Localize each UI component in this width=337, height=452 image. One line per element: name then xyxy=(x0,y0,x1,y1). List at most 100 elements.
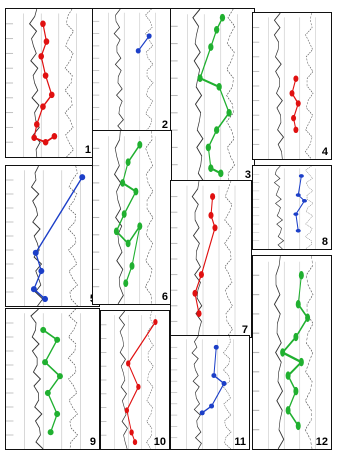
map-svg-5 xyxy=(6,166,86,306)
map-panel-4: 4 xyxy=(252,12,332,160)
panel-label-4: 4 xyxy=(321,146,328,158)
panel-label-10: 10 xyxy=(153,436,166,448)
track-point xyxy=(293,75,299,82)
panel-label-9: 9 xyxy=(89,436,96,448)
map-svg-9 xyxy=(6,309,81,449)
track-line xyxy=(295,175,306,231)
track-point xyxy=(137,141,143,149)
track-point xyxy=(40,326,47,334)
coastline xyxy=(118,311,128,449)
track-point xyxy=(51,133,58,140)
border-line xyxy=(224,181,234,337)
track-point xyxy=(146,33,152,39)
border-line xyxy=(222,336,232,449)
track-point xyxy=(293,386,299,396)
coastline xyxy=(30,166,44,306)
map-svg-1 xyxy=(6,9,77,157)
map-svg-12 xyxy=(253,256,316,449)
track-point xyxy=(295,100,301,107)
track-point xyxy=(213,126,220,134)
track-point xyxy=(42,138,49,146)
track-point xyxy=(79,174,86,181)
track-point xyxy=(31,134,37,142)
track-point xyxy=(126,360,131,367)
track-point xyxy=(208,211,214,219)
coastline xyxy=(192,9,205,182)
track-point xyxy=(208,164,214,172)
track-line xyxy=(201,347,225,414)
track-line xyxy=(199,16,230,175)
track-point xyxy=(197,74,203,83)
track-point xyxy=(295,300,301,309)
track-point xyxy=(218,169,224,178)
track-point xyxy=(298,271,304,280)
map-svg-6 xyxy=(93,131,156,304)
map-panel-3: 3 xyxy=(170,8,255,183)
track-point xyxy=(33,121,40,128)
map-panel-7: 7 xyxy=(170,180,252,338)
panel-label-3: 3 xyxy=(244,169,251,181)
border-line xyxy=(304,13,314,159)
border-line xyxy=(146,311,154,449)
track-line xyxy=(281,274,309,427)
track-point xyxy=(295,193,301,197)
track-point xyxy=(42,359,49,366)
track-point xyxy=(280,348,286,357)
panel-label-7: 7 xyxy=(241,324,248,336)
coastline xyxy=(30,309,44,449)
track-point xyxy=(295,421,301,431)
coastline xyxy=(113,9,124,132)
track-point xyxy=(129,262,135,270)
border-line xyxy=(144,131,154,304)
track-point xyxy=(293,332,299,342)
track-point xyxy=(212,224,218,232)
track-line xyxy=(33,23,55,144)
track-line xyxy=(137,35,150,52)
panel-label-8: 8 xyxy=(321,236,328,248)
track-point xyxy=(305,313,311,323)
track-point xyxy=(132,439,138,446)
track-point xyxy=(205,143,212,152)
track-point xyxy=(38,267,45,275)
track-point xyxy=(136,383,141,390)
track-point xyxy=(216,83,222,91)
track-point xyxy=(213,344,219,350)
border-line xyxy=(144,9,154,132)
track-point xyxy=(293,212,299,216)
track-point xyxy=(48,91,55,99)
track-point xyxy=(123,279,129,288)
track-line xyxy=(126,321,156,443)
track-point xyxy=(135,48,141,54)
coastline xyxy=(273,13,285,159)
map-panel-8: 8 xyxy=(252,165,332,250)
map-svg-11 xyxy=(171,336,234,449)
map-panel-12: 12 xyxy=(252,255,332,450)
map-svg-8 xyxy=(253,166,316,249)
map-panel-11: 11 xyxy=(170,335,250,450)
track-point xyxy=(56,373,63,380)
track-point xyxy=(125,239,131,248)
track-line xyxy=(115,143,141,284)
track-point xyxy=(44,389,51,397)
map-svg-2 xyxy=(93,9,156,132)
track-point xyxy=(199,410,205,416)
track-point xyxy=(210,193,216,201)
track-point xyxy=(298,357,304,367)
track-point xyxy=(213,25,220,34)
border-line xyxy=(67,309,79,449)
border-line xyxy=(67,166,78,306)
track-point xyxy=(133,187,139,196)
track-point xyxy=(113,227,119,236)
map-panel-2: 2 xyxy=(92,8,172,133)
map-panel-1: 1 xyxy=(5,8,95,158)
track-point xyxy=(121,210,127,218)
track-point xyxy=(42,295,49,303)
coastline xyxy=(273,256,285,449)
track-point xyxy=(285,406,291,415)
track-point xyxy=(42,72,49,79)
map-panel-9: 9 xyxy=(5,308,100,450)
track-point xyxy=(38,53,45,60)
map-svg-7 xyxy=(171,181,236,337)
border-line xyxy=(64,9,75,157)
track-point xyxy=(226,108,232,117)
